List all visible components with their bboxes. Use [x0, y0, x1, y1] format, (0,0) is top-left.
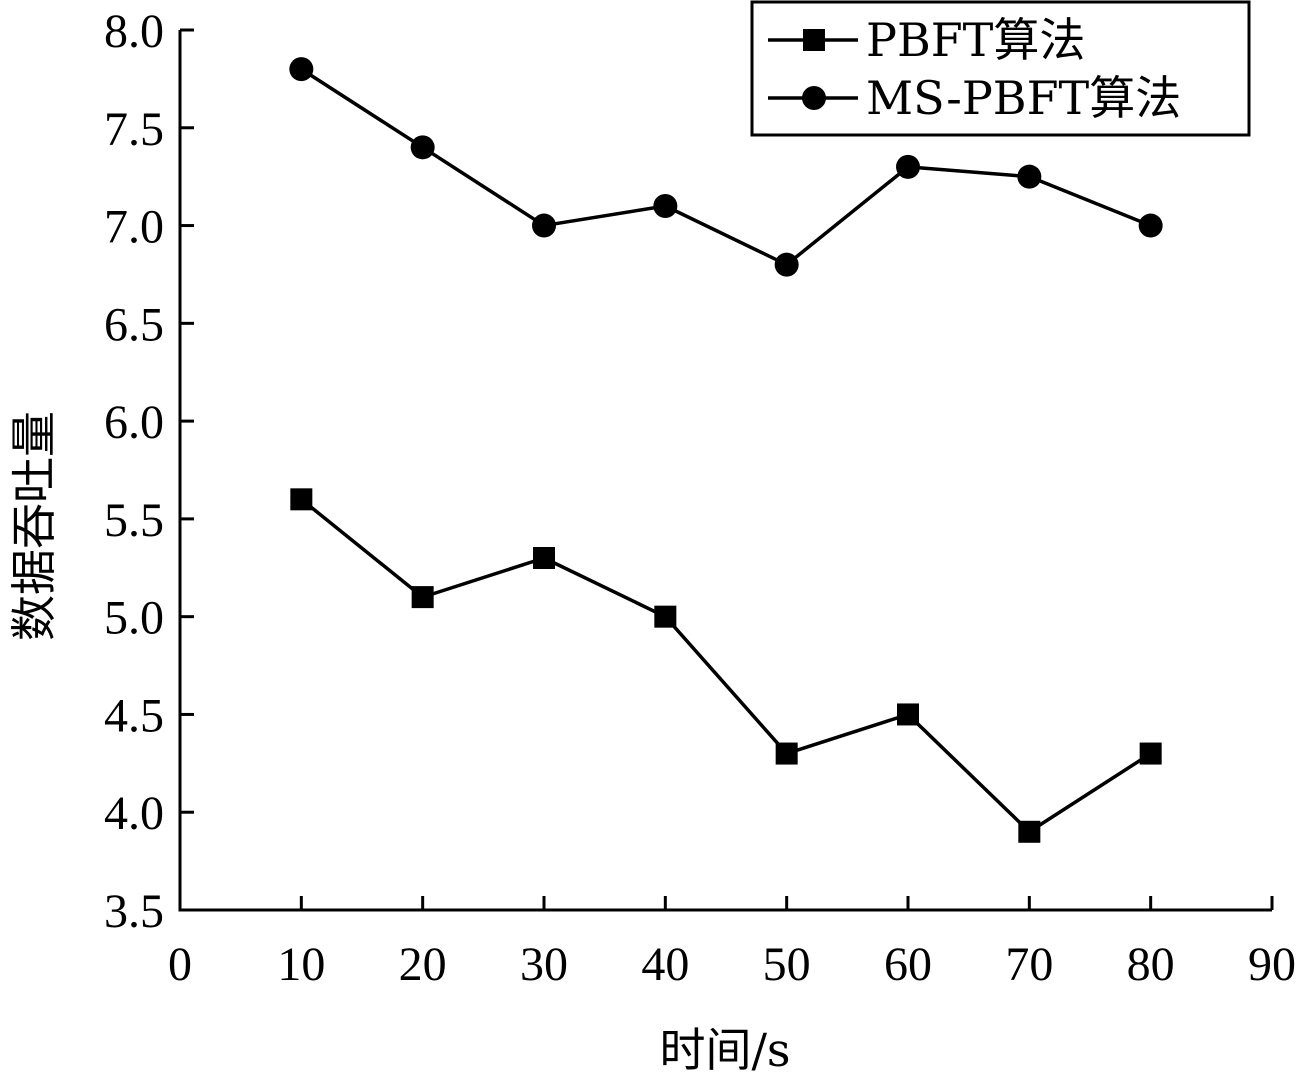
y-tick-label: 3.5: [104, 885, 164, 938]
series-2-point: [774, 252, 799, 277]
x-tick-label: 0: [168, 938, 192, 991]
x-tick-label: 50: [763, 938, 811, 991]
legend-marker-square: [803, 29, 825, 51]
tick-labels: 3.5 4.0 4.5 5.0 5.5 6.0 6.5 7.0 7.5 8.0 0 10 20 30 40 5…: [104, 5, 1296, 991]
x-tick-label: 70: [1005, 938, 1053, 991]
series-1-point: [290, 488, 313, 511]
y-tick-label: 6.0: [104, 396, 164, 449]
x-tick-label: 20: [399, 938, 447, 991]
x-tick-label: 40: [641, 938, 689, 991]
series-2-point: [1138, 213, 1163, 238]
legend-box: [750, 0, 1251, 137]
series-line-1: [300, 497, 1152, 834]
series-2-point: [653, 194, 678, 218]
series-1-point: [533, 547, 555, 569]
y-tick-label: 5.0: [104, 592, 164, 645]
y-tick-label: 5.5: [104, 494, 164, 547]
series-2-point: [896, 154, 920, 179]
series-1-point: [1139, 742, 1162, 765]
x-tick-label: 90: [1248, 938, 1296, 991]
y-axis-title: 数据吞吐量: [7, 411, 61, 641]
series-1-point: [411, 586, 434, 609]
x-tick-label: 10: [277, 938, 325, 991]
x-tick-label: 30: [520, 938, 568, 991]
legend-label-2: MS-PBFT算法: [866, 71, 1181, 125]
y-tick-label: 4.0: [104, 787, 164, 840]
y-tick-label: 6.5: [104, 298, 164, 351]
series-2-point: [289, 57, 314, 82]
series-2-point: [1017, 164, 1042, 189]
y-tick-label: 4.5: [104, 689, 164, 742]
series-1-point: [654, 605, 677, 628]
axes: [178, 30, 1272, 912]
y-tick-label: 7.0: [104, 201, 164, 254]
y-tick-label: 7.5: [104, 103, 164, 156]
series-1-point: [1018, 820, 1041, 843]
tick-marks: [178, 28, 1274, 912]
legend-label-1: PBFT算法: [866, 13, 1085, 67]
legend-marker-circle: [802, 86, 826, 110]
series-layer: [289, 57, 1163, 843]
y-tick-label: 8.0: [104, 5, 164, 58]
series-line-2: [300, 67, 1152, 267]
series-2-point: [410, 135, 435, 160]
series-1-point: [897, 703, 919, 726]
series-1-point: [775, 742, 798, 765]
x-tick-label: 80: [1127, 938, 1175, 991]
x-axis-title: 时间/s: [659, 1023, 790, 1077]
series-2-point: [532, 213, 556, 238]
x-tick-label: 60: [884, 938, 932, 991]
